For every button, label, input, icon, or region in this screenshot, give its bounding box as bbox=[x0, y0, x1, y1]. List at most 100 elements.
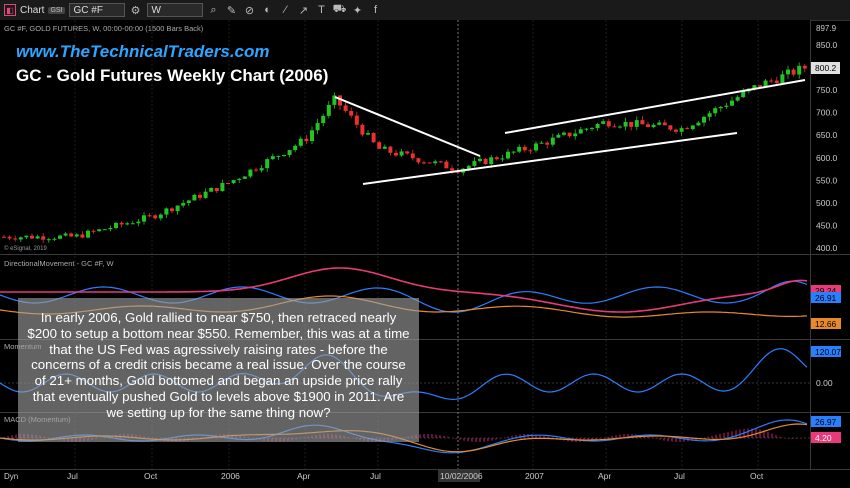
candle-body bbox=[427, 162, 432, 164]
macd-hist-value-label: 4.20 bbox=[815, 433, 832, 443]
candle-body bbox=[606, 121, 611, 127]
time-axis-label: Apr bbox=[297, 471, 310, 481]
candle-body bbox=[310, 130, 314, 142]
candle-body bbox=[763, 80, 768, 87]
time-axis-corner[interactable]: Dyn bbox=[4, 472, 18, 481]
candle-body bbox=[304, 138, 309, 142]
candle-body bbox=[86, 230, 90, 238]
candle-body bbox=[181, 203, 186, 206]
line-icon[interactable]: ⁄ bbox=[284, 4, 287, 16]
ruler-icon[interactable]: ⊘ bbox=[244, 4, 255, 17]
candle-body bbox=[640, 120, 645, 125]
candle-body bbox=[758, 85, 762, 87]
gear-icon[interactable]: ⚙ bbox=[130, 4, 141, 17]
trend-icon[interactable]: ↗ bbox=[298, 4, 309, 17]
candle-body bbox=[315, 123, 320, 131]
candle-body bbox=[214, 187, 219, 192]
dmi-value-blue-label: 26.91 bbox=[815, 293, 837, 303]
momentum-value-label: 120.07 bbox=[815, 347, 841, 357]
candle-body bbox=[7, 236, 12, 239]
y-tick-label: 400.0 bbox=[816, 243, 838, 253]
candle-body bbox=[147, 215, 152, 217]
candle-body bbox=[567, 132, 572, 137]
candle-body bbox=[220, 182, 225, 192]
candle-body bbox=[450, 168, 454, 171]
candle-body bbox=[366, 133, 370, 135]
candle-body bbox=[713, 108, 718, 114]
candle-body bbox=[276, 155, 281, 157]
candle-body bbox=[270, 156, 275, 160]
text-icon[interactable]: T bbox=[318, 4, 325, 16]
minus-di-line bbox=[0, 267, 808, 313]
candle-body bbox=[623, 121, 628, 127]
color-icon[interactable]: ◐ bbox=[264, 4, 271, 16]
candle-body bbox=[46, 239, 51, 241]
candle-body bbox=[175, 205, 180, 212]
y-tick-label: 700.0 bbox=[816, 108, 838, 118]
candle-body bbox=[472, 161, 477, 166]
candle-body bbox=[343, 105, 348, 111]
candle-body bbox=[254, 169, 258, 171]
chart-badge: GSI bbox=[48, 6, 65, 14]
symbol-input[interactable]: GC #F bbox=[68, 3, 125, 17]
candle-body bbox=[478, 158, 482, 162]
y-tick-label: 850.0 bbox=[816, 40, 838, 50]
candle-body bbox=[326, 104, 331, 116]
time-axis-label: Jul bbox=[674, 471, 685, 481]
candle-body bbox=[674, 129, 678, 132]
candle-body bbox=[730, 100, 734, 106]
candle-body bbox=[354, 115, 359, 125]
candle-body bbox=[388, 146, 393, 153]
candle-body bbox=[707, 113, 712, 117]
interval-input[interactable]: W bbox=[146, 3, 203, 17]
candle-body bbox=[248, 169, 253, 177]
candle-body bbox=[80, 234, 85, 238]
candle-body bbox=[97, 229, 102, 232]
search-icon[interactable]: ⌕ bbox=[210, 3, 217, 16]
candle-body bbox=[550, 137, 555, 145]
candle-body bbox=[539, 142, 544, 144]
candle-body bbox=[466, 165, 471, 169]
dmi-value-pink bbox=[811, 285, 841, 296]
cart-icon[interactable]: ⛟ bbox=[332, 3, 347, 15]
facebook-icon[interactable]: f bbox=[373, 4, 378, 16]
price-pane-header: GC #F, GOLD FUTURES, W, 00:00-00:00 (150… bbox=[4, 24, 204, 33]
dmi-value-orange-label: 12.66 bbox=[815, 319, 837, 329]
pencil-icon[interactable]: ✎ bbox=[226, 4, 237, 17]
twitter-icon[interactable]: ✦ bbox=[352, 4, 363, 17]
candle-body bbox=[741, 91, 746, 98]
candle-body bbox=[595, 123, 600, 129]
candle-body bbox=[158, 214, 163, 219]
candle-body bbox=[153, 215, 158, 219]
candle-body bbox=[265, 159, 270, 169]
trendlines bbox=[334, 79, 806, 185]
candle-body bbox=[30, 235, 34, 239]
chart-window-icon[interactable]: ◧ bbox=[4, 4, 16, 16]
candle-body bbox=[802, 65, 807, 69]
candle-body bbox=[483, 158, 488, 165]
candle-body bbox=[2, 236, 6, 238]
candle-body bbox=[41, 236, 46, 240]
candle-body bbox=[63, 233, 68, 236]
dmi-header: DirectionalMovement - GC #F, W bbox=[4, 259, 115, 268]
candle-body bbox=[136, 221, 141, 224]
candle-body bbox=[494, 157, 499, 160]
candle-body bbox=[119, 222, 124, 225]
trendline-upper-channel bbox=[504, 79, 806, 134]
candle-body bbox=[797, 65, 802, 75]
candle-body bbox=[752, 85, 757, 89]
candle-body bbox=[511, 151, 516, 153]
y-tick-label: 600.0 bbox=[816, 153, 838, 163]
candle-body bbox=[18, 237, 23, 240]
candle-body bbox=[298, 138, 303, 146]
trendline-lower-channel bbox=[362, 132, 738, 185]
time-axis-label: Jul bbox=[67, 471, 78, 481]
candle-body bbox=[371, 133, 376, 143]
candle-body bbox=[584, 128, 589, 130]
candle-body bbox=[718, 106, 723, 109]
dmi-value-orange bbox=[811, 318, 841, 329]
time-axis-label: Apr bbox=[598, 471, 611, 481]
candle-body bbox=[231, 180, 236, 184]
candle-body bbox=[506, 151, 510, 159]
candle-body bbox=[405, 151, 410, 154]
